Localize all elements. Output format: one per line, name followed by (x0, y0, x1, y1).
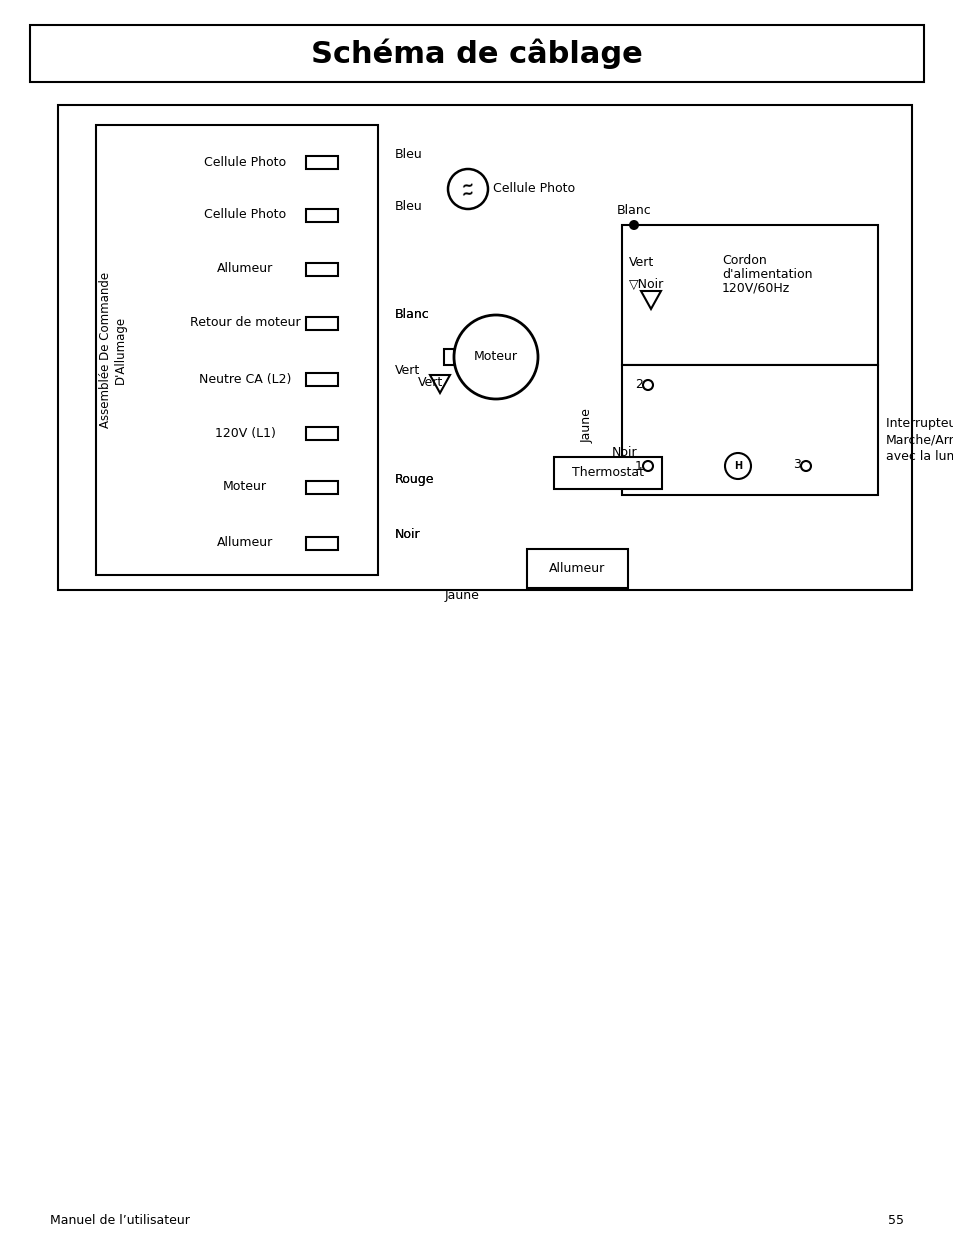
Text: Jaune: Jaune (579, 409, 593, 443)
Text: Allumeur: Allumeur (216, 536, 273, 550)
Text: 3: 3 (792, 458, 800, 472)
Bar (554, 457, 661, 489)
Circle shape (724, 453, 750, 479)
Text: Manuel de l’utilisateur: Manuel de l’utilisateur (50, 1214, 190, 1226)
Text: Noir: Noir (612, 447, 637, 459)
Text: Moteur: Moteur (223, 480, 267, 494)
Text: ~: ~ (460, 178, 476, 194)
Bar (306, 263, 337, 275)
Circle shape (642, 380, 652, 390)
Text: Marche/Arrêt: Marche/Arrêt (885, 433, 953, 447)
Text: 55: 55 (887, 1214, 903, 1226)
Text: ▽Noir: ▽Noir (628, 279, 663, 291)
Bar (306, 209, 337, 221)
Text: 2: 2 (635, 378, 642, 391)
Text: Thermostat: Thermostat (572, 467, 643, 479)
Bar (306, 480, 337, 494)
Text: Noir: Noir (395, 529, 420, 541)
Polygon shape (640, 291, 660, 309)
Text: Assemblée De Commande
D'Allumage: Assemblée De Commande D'Allumage (99, 272, 127, 429)
Text: Noir: Noir (395, 529, 420, 541)
Text: Allumeur: Allumeur (549, 562, 605, 576)
Text: Vert: Vert (628, 257, 654, 269)
Text: d'alimentation: d'alimentation (721, 268, 812, 280)
Text: Blanc: Blanc (616, 205, 651, 217)
Circle shape (628, 220, 639, 230)
Text: Bleu: Bleu (395, 200, 422, 214)
Text: 1: 1 (635, 459, 642, 473)
Text: H: H (733, 461, 741, 471)
Bar (443, 350, 454, 366)
Bar (621, 225, 877, 366)
Bar (96, 125, 377, 576)
Text: Vert: Vert (417, 375, 443, 389)
Circle shape (448, 169, 488, 209)
Bar (30, 25, 923, 82)
Text: Allumeur: Allumeur (216, 263, 273, 275)
Text: Schéma de câblage: Schéma de câblage (311, 38, 642, 69)
Bar (526, 550, 627, 588)
Text: avec la lumière: avec la lumière (885, 451, 953, 463)
Bar (306, 426, 337, 440)
Circle shape (801, 461, 810, 471)
Text: Cellule Photo: Cellule Photo (204, 209, 286, 221)
Bar (306, 316, 337, 330)
Text: Rouge: Rouge (395, 473, 434, 485)
Circle shape (454, 315, 537, 399)
Text: Rouge: Rouge (395, 473, 434, 485)
Bar (306, 373, 337, 385)
Text: 120V (L1): 120V (L1) (214, 426, 275, 440)
Text: 120V/60Hz: 120V/60Hz (721, 282, 789, 294)
Text: Jaune: Jaune (444, 589, 479, 603)
Text: Retour de moteur: Retour de moteur (190, 316, 300, 330)
Text: Cordon: Cordon (721, 253, 766, 267)
Text: ~: ~ (460, 185, 476, 203)
Text: Bleu: Bleu (395, 147, 422, 161)
Bar (306, 536, 337, 550)
Text: Moteur: Moteur (474, 351, 517, 363)
Bar (621, 366, 877, 495)
Text: Interrupteur de: Interrupteur de (885, 416, 953, 430)
Text: Vert: Vert (395, 364, 420, 378)
Circle shape (642, 461, 652, 471)
Text: Blanc: Blanc (395, 308, 429, 321)
Text: Blanc: Blanc (395, 309, 429, 321)
Bar (58, 105, 911, 590)
Bar (306, 156, 337, 168)
Polygon shape (430, 375, 450, 393)
Text: Neutre CA (L2): Neutre CA (L2) (198, 373, 291, 385)
Text: Cellule Photo: Cellule Photo (204, 156, 286, 168)
Text: Cellule Photo: Cellule Photo (493, 183, 575, 195)
